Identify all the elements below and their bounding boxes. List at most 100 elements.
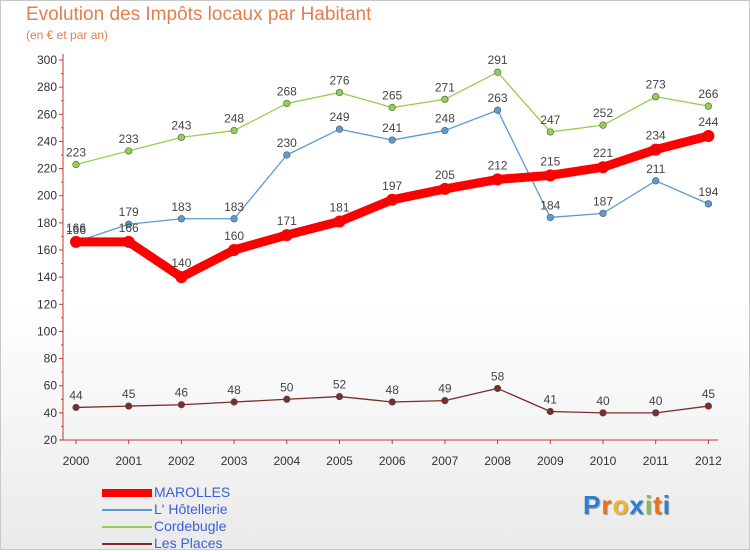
y-tick-label: 140	[37, 270, 57, 284]
data-point-cordebugle	[599, 121, 607, 129]
y-tick-label: 40	[44, 406, 58, 420]
data-label-marolles: 212	[488, 158, 508, 172]
data-label-l-h-tellerie: 183	[171, 200, 191, 214]
data-point-l-h-tellerie	[283, 151, 291, 159]
data-label-marolles: 221	[593, 146, 613, 160]
data-point-marolles	[438, 182, 451, 195]
data-label-cordebugle: 243	[171, 118, 191, 132]
data-label-cordebugle: 252	[593, 106, 613, 120]
data-point-l-h-tellerie	[546, 213, 554, 222]
x-tick-label: 2000	[63, 454, 90, 468]
data-label-les-places: 40	[596, 394, 610, 408]
data-point-l-h-tellerie	[599, 209, 607, 217]
y-tick-label: 260	[37, 107, 57, 121]
data-label-marolles: 244	[698, 115, 718, 129]
y-tick-label: 200	[37, 189, 57, 203]
data-point-les-places	[72, 403, 80, 412]
data-label-les-places: 45	[702, 387, 716, 401]
data-label-les-places: 58	[491, 369, 505, 383]
data-point-marolles	[702, 130, 715, 142]
data-point-cordebugle	[72, 160, 80, 169]
data-label-l-h-tellerie: 241	[382, 121, 402, 135]
x-tick-label: 2012	[695, 454, 722, 468]
data-label-l-h-tellerie: 249	[329, 110, 349, 124]
data-label-l-h-tellerie: 263	[488, 91, 508, 105]
y-tick-label: 220	[37, 162, 57, 176]
data-label-cordebugle: 271	[435, 80, 455, 94]
data-point-l-h-tellerie	[494, 106, 502, 114]
data-label-cordebugle: 266	[698, 87, 718, 101]
data-label-cordebugle: 291	[488, 53, 508, 67]
x-tick-label: 2005	[326, 454, 353, 468]
data-point-cordebugle	[494, 68, 502, 76]
data-label-cordebugle: 268	[277, 84, 297, 98]
legend-label: Cordebugle	[154, 518, 227, 534]
data-point-marolles	[386, 193, 399, 206]
logo-letter: o	[612, 490, 630, 520]
data-point-l-h-tellerie	[230, 215, 238, 223]
x-tick-label: 2007	[432, 454, 459, 468]
y-tick-label: 60	[44, 379, 58, 393]
data-point-les-places	[652, 409, 660, 417]
x-tick-label: 2010	[590, 454, 617, 468]
data-label-les-places: 50	[280, 380, 294, 394]
data-label-l-h-tellerie: 230	[277, 136, 297, 150]
data-label-marolles: 160	[224, 229, 244, 243]
data-label-marolles: 197	[382, 179, 402, 193]
data-point-marolles	[544, 169, 557, 182]
logo-letter: i	[662, 490, 671, 520]
x-tick-label: 2006	[379, 454, 406, 468]
data-label-l-h-tellerie: 184	[540, 198, 560, 212]
data-label-l-h-tellerie: 248	[435, 112, 455, 126]
chart-title: Evolution des Impôts locaux par Habitant	[26, 4, 372, 25]
legend-label: Les Places	[154, 535, 223, 551]
x-tick-label: 2003	[221, 454, 248, 468]
y-tick-label: 80	[44, 352, 58, 366]
data-label-les-places: 46	[175, 386, 189, 400]
data-point-marolles	[280, 229, 293, 242]
data-label-marolles: 140	[171, 256, 191, 270]
data-label-les-places: 40	[649, 394, 663, 408]
data-label-les-places: 44	[69, 388, 83, 402]
data-point-marolles	[228, 244, 241, 256]
data-point-marolles	[333, 215, 346, 228]
data-label-l-h-tellerie: 179	[119, 205, 139, 219]
data-point-marolles	[175, 271, 188, 284]
logo-letter: i	[644, 490, 654, 520]
data-label-cordebugle: 273	[646, 78, 666, 92]
y-tick-label: 160	[37, 243, 57, 257]
y-tick-label: 120	[37, 297, 57, 311]
y-tick-label: 280	[37, 80, 57, 94]
logo-letter: P	[583, 490, 602, 520]
data-point-cordebugle	[177, 133, 185, 141]
x-tick-label: 2001	[115, 454, 142, 468]
data-point-les-places	[546, 407, 554, 416]
data-point-l-h-tellerie	[441, 126, 449, 135]
chart-subtitle: (en € et par an)	[26, 28, 109, 42]
y-tick-label: 300	[37, 53, 57, 67]
legend-label: MAROLLES	[154, 484, 231, 500]
data-point-les-places	[388, 398, 396, 406]
x-tick-label: 2002	[168, 454, 195, 468]
data-label-les-places: 48	[227, 383, 241, 397]
data-label-marolles: 234	[646, 129, 666, 143]
data-point-cordebugle	[335, 88, 344, 97]
data-point-l-h-tellerie	[388, 136, 396, 144]
y-tick-label: 100	[37, 324, 57, 338]
data-label-les-places: 41	[544, 393, 558, 407]
data-point-l-h-tellerie	[704, 200, 713, 208]
data-point-cordebugle	[230, 126, 238, 135]
data-point-les-places	[494, 384, 502, 393]
data-point-cordebugle	[546, 128, 554, 136]
x-tick-label: 2011	[643, 454, 669, 468]
data-label-marolles: 205	[435, 168, 455, 182]
legend-swatch	[102, 489, 152, 497]
x-tick-label: 2004	[273, 454, 300, 468]
x-tick-label: 2008	[484, 454, 511, 468]
data-label-marolles: 166	[66, 221, 86, 235]
y-tick-label: 20	[44, 433, 58, 447]
data-point-cordebugle	[441, 95, 449, 103]
data-point-l-h-tellerie	[125, 220, 133, 228]
data-point-l-h-tellerie	[652, 177, 660, 185]
